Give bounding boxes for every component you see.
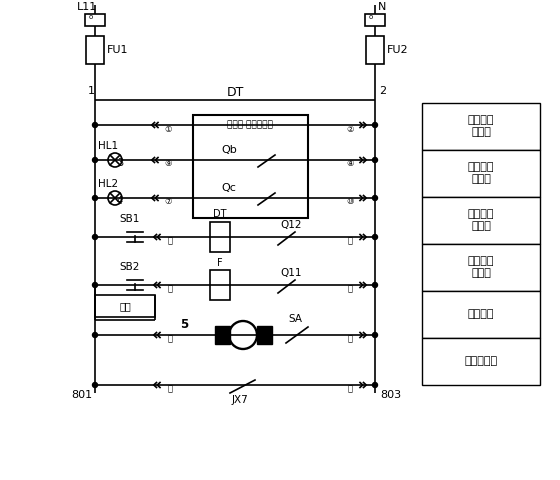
Text: ⑧: ⑧ [346,159,354,168]
Bar [422,244,540,291]
Bar [422,338,540,385]
Text: FU1: FU1 [107,45,128,55]
Bar [95,295,155,317]
Circle shape [92,195,97,201]
Text: ⑦: ⑦ [164,197,172,206]
Text: FU2: FU2 [387,45,409,55]
Circle shape [372,333,377,337]
Text: ⑫: ⑫ [348,237,352,245]
Bar [422,197,540,244]
Bar [422,103,540,150]
Text: DT: DT [213,209,227,219]
Text: ⑨: ⑨ [164,159,172,168]
Text: HL2: HL2 [98,179,118,189]
Circle shape [372,122,377,128]
Text: SB1: SB1 [120,214,140,224]
Text: SB2: SB2 [120,262,140,272]
Bar [210,270,230,300]
Text: 电动储能: 电动储能 [468,309,494,319]
Bar [215,326,230,344]
Bar [365,14,385,26]
Bar [85,14,105,26]
Text: 至负控信号: 至负控信号 [464,356,498,366]
Text: ⑪: ⑪ [167,237,172,245]
Text: F: F [217,258,223,268]
Bar [210,222,230,252]
Text: ⑬: ⑬ [167,285,172,293]
Circle shape [372,235,377,240]
Text: 电动分闸
（绿）: 电动分闸 （绿） [468,256,494,278]
Circle shape [372,383,377,387]
Text: HL1: HL1 [98,141,118,151]
Circle shape [372,157,377,163]
Text: 智能型 电子脱扣器: 智能型 电子脱扣器 [227,120,273,130]
Bar [257,326,272,344]
Circle shape [92,383,97,387]
Text: 2: 2 [380,86,386,96]
Text: Q11: Q11 [280,268,301,278]
Circle shape [92,122,97,128]
Circle shape [372,283,377,288]
Text: 1: 1 [87,86,95,96]
Text: Qb: Qb [221,145,237,155]
Text: ②: ② [346,124,354,133]
Bar [422,291,540,338]
Text: 801: 801 [71,390,92,400]
Text: 磁卡: 磁卡 [119,301,131,311]
Text: ⑭: ⑭ [348,285,352,293]
Text: Qc: Qc [221,183,236,193]
Circle shape [92,283,97,288]
Text: o: o [89,14,93,20]
Bar [366,36,384,64]
Text: 分闸指示
（绿）: 分闸指示 （绿） [468,162,494,184]
Text: ⑱: ⑱ [348,384,352,394]
Text: ①: ① [164,124,172,133]
Text: ⑯: ⑯ [348,335,352,344]
Text: 4: 4 [117,196,123,206]
Text: 电动合闸
（红）: 电动合闸 （红） [468,209,494,231]
Text: L11: L11 [77,2,97,12]
Text: 803: 803 [380,390,401,400]
Bar [422,150,540,197]
Circle shape [92,333,97,337]
Text: JX7: JX7 [232,395,249,405]
Text: DT: DT [226,85,244,98]
Text: 5: 5 [180,319,188,332]
Bar [193,115,308,218]
Text: ⑮: ⑮ [167,335,172,344]
Circle shape [92,235,97,240]
Text: 合闸指示
（红）: 合闸指示 （红） [468,115,494,137]
Circle shape [372,195,377,201]
Text: 3: 3 [117,158,123,168]
Text: ⑰: ⑰ [167,384,172,394]
Text: o: o [369,14,373,20]
Circle shape [92,157,97,163]
Text: SA: SA [288,314,302,324]
Text: Q12: Q12 [280,220,301,230]
Bar [86,36,104,64]
Text: N: N [378,2,386,12]
Text: ⑩: ⑩ [346,197,354,206]
